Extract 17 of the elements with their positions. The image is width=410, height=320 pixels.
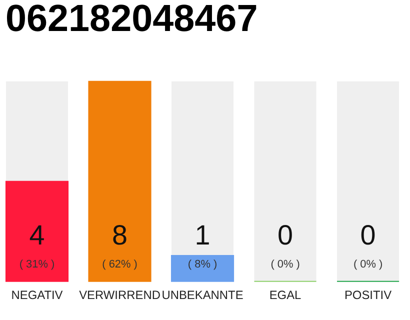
annotation: 4	[29, 220, 45, 251]
chart-title: 062182048467	[5, 0, 258, 40]
x-tick-label: VERWIRREND	[79, 288, 161, 302]
x-tick-label: UNBEKANNTE	[162, 288, 244, 302]
annotation: 8	[112, 220, 128, 251]
data-label: ( 0% )	[270, 258, 300, 270]
data-label: ( 62% )	[102, 258, 138, 270]
x-tick-label: EGAL	[269, 288, 302, 302]
annotation: 1	[194, 220, 210, 251]
data-label: ( 31% )	[19, 258, 55, 270]
bar	[170, 255, 234, 282]
x-tick-label: POSITIV	[344, 288, 392, 302]
data-label: ( 8% )	[188, 258, 218, 270]
annotation: 0	[278, 220, 294, 251]
x-tick-label: NEGATIV	[11, 288, 63, 302]
data-label: ( 0% )	[353, 258, 383, 270]
annotation: 0	[360, 220, 376, 251]
